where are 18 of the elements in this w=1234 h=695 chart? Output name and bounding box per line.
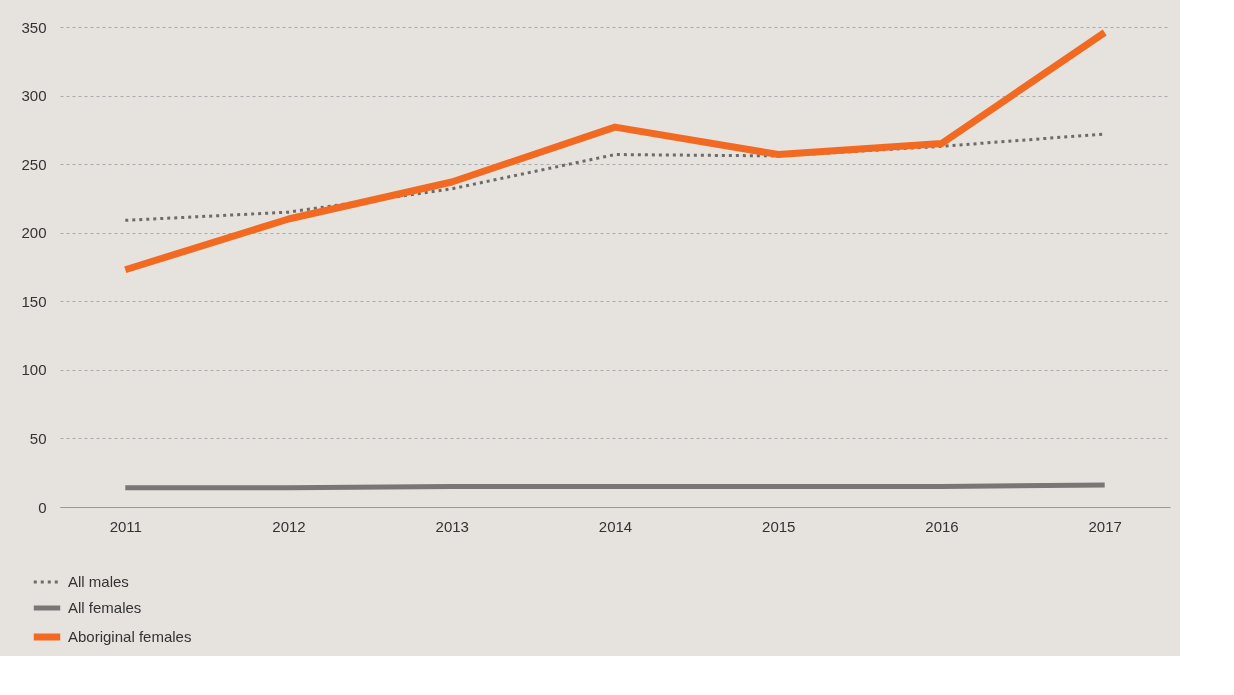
legend-label: Aboriginal females — [68, 628, 192, 645]
y-tick-label: 300 — [21, 87, 47, 105]
y-tick-label: 150 — [21, 292, 47, 310]
x-tick-label: 2012 — [272, 517, 306, 535]
y-tick-label: 250 — [21, 155, 47, 173]
x-tick-label: 2015 — [762, 517, 796, 535]
legend-label: All males — [68, 573, 129, 590]
y-tick-label: 50 — [29, 429, 47, 447]
x-tick-label: 2013 — [435, 517, 469, 535]
y-tick-label: 0 — [38, 498, 47, 516]
x-tick-label: 2016 — [925, 517, 959, 535]
y-tick-label: 350 — [21, 18, 47, 36]
y-tick-label: 100 — [21, 361, 47, 379]
x-tick-label: 2011 — [109, 517, 142, 535]
y-tick-label: 200 — [21, 224, 47, 242]
x-tick-label: 2014 — [598, 517, 633, 535]
legend-label: All females — [68, 599, 142, 616]
x-tick-label: 2017 — [1088, 517, 1122, 535]
